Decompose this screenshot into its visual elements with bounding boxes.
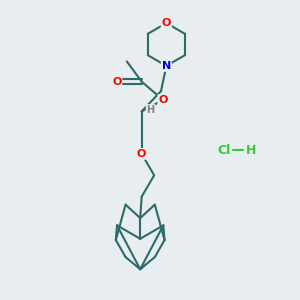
Text: Cl: Cl bbox=[218, 143, 231, 157]
Text: O: O bbox=[112, 76, 122, 87]
Text: H: H bbox=[246, 143, 256, 157]
Text: O: O bbox=[162, 18, 171, 28]
Text: N: N bbox=[162, 61, 171, 71]
Text: O: O bbox=[137, 149, 146, 159]
Text: H: H bbox=[146, 105, 155, 115]
Text: O: O bbox=[158, 95, 168, 105]
